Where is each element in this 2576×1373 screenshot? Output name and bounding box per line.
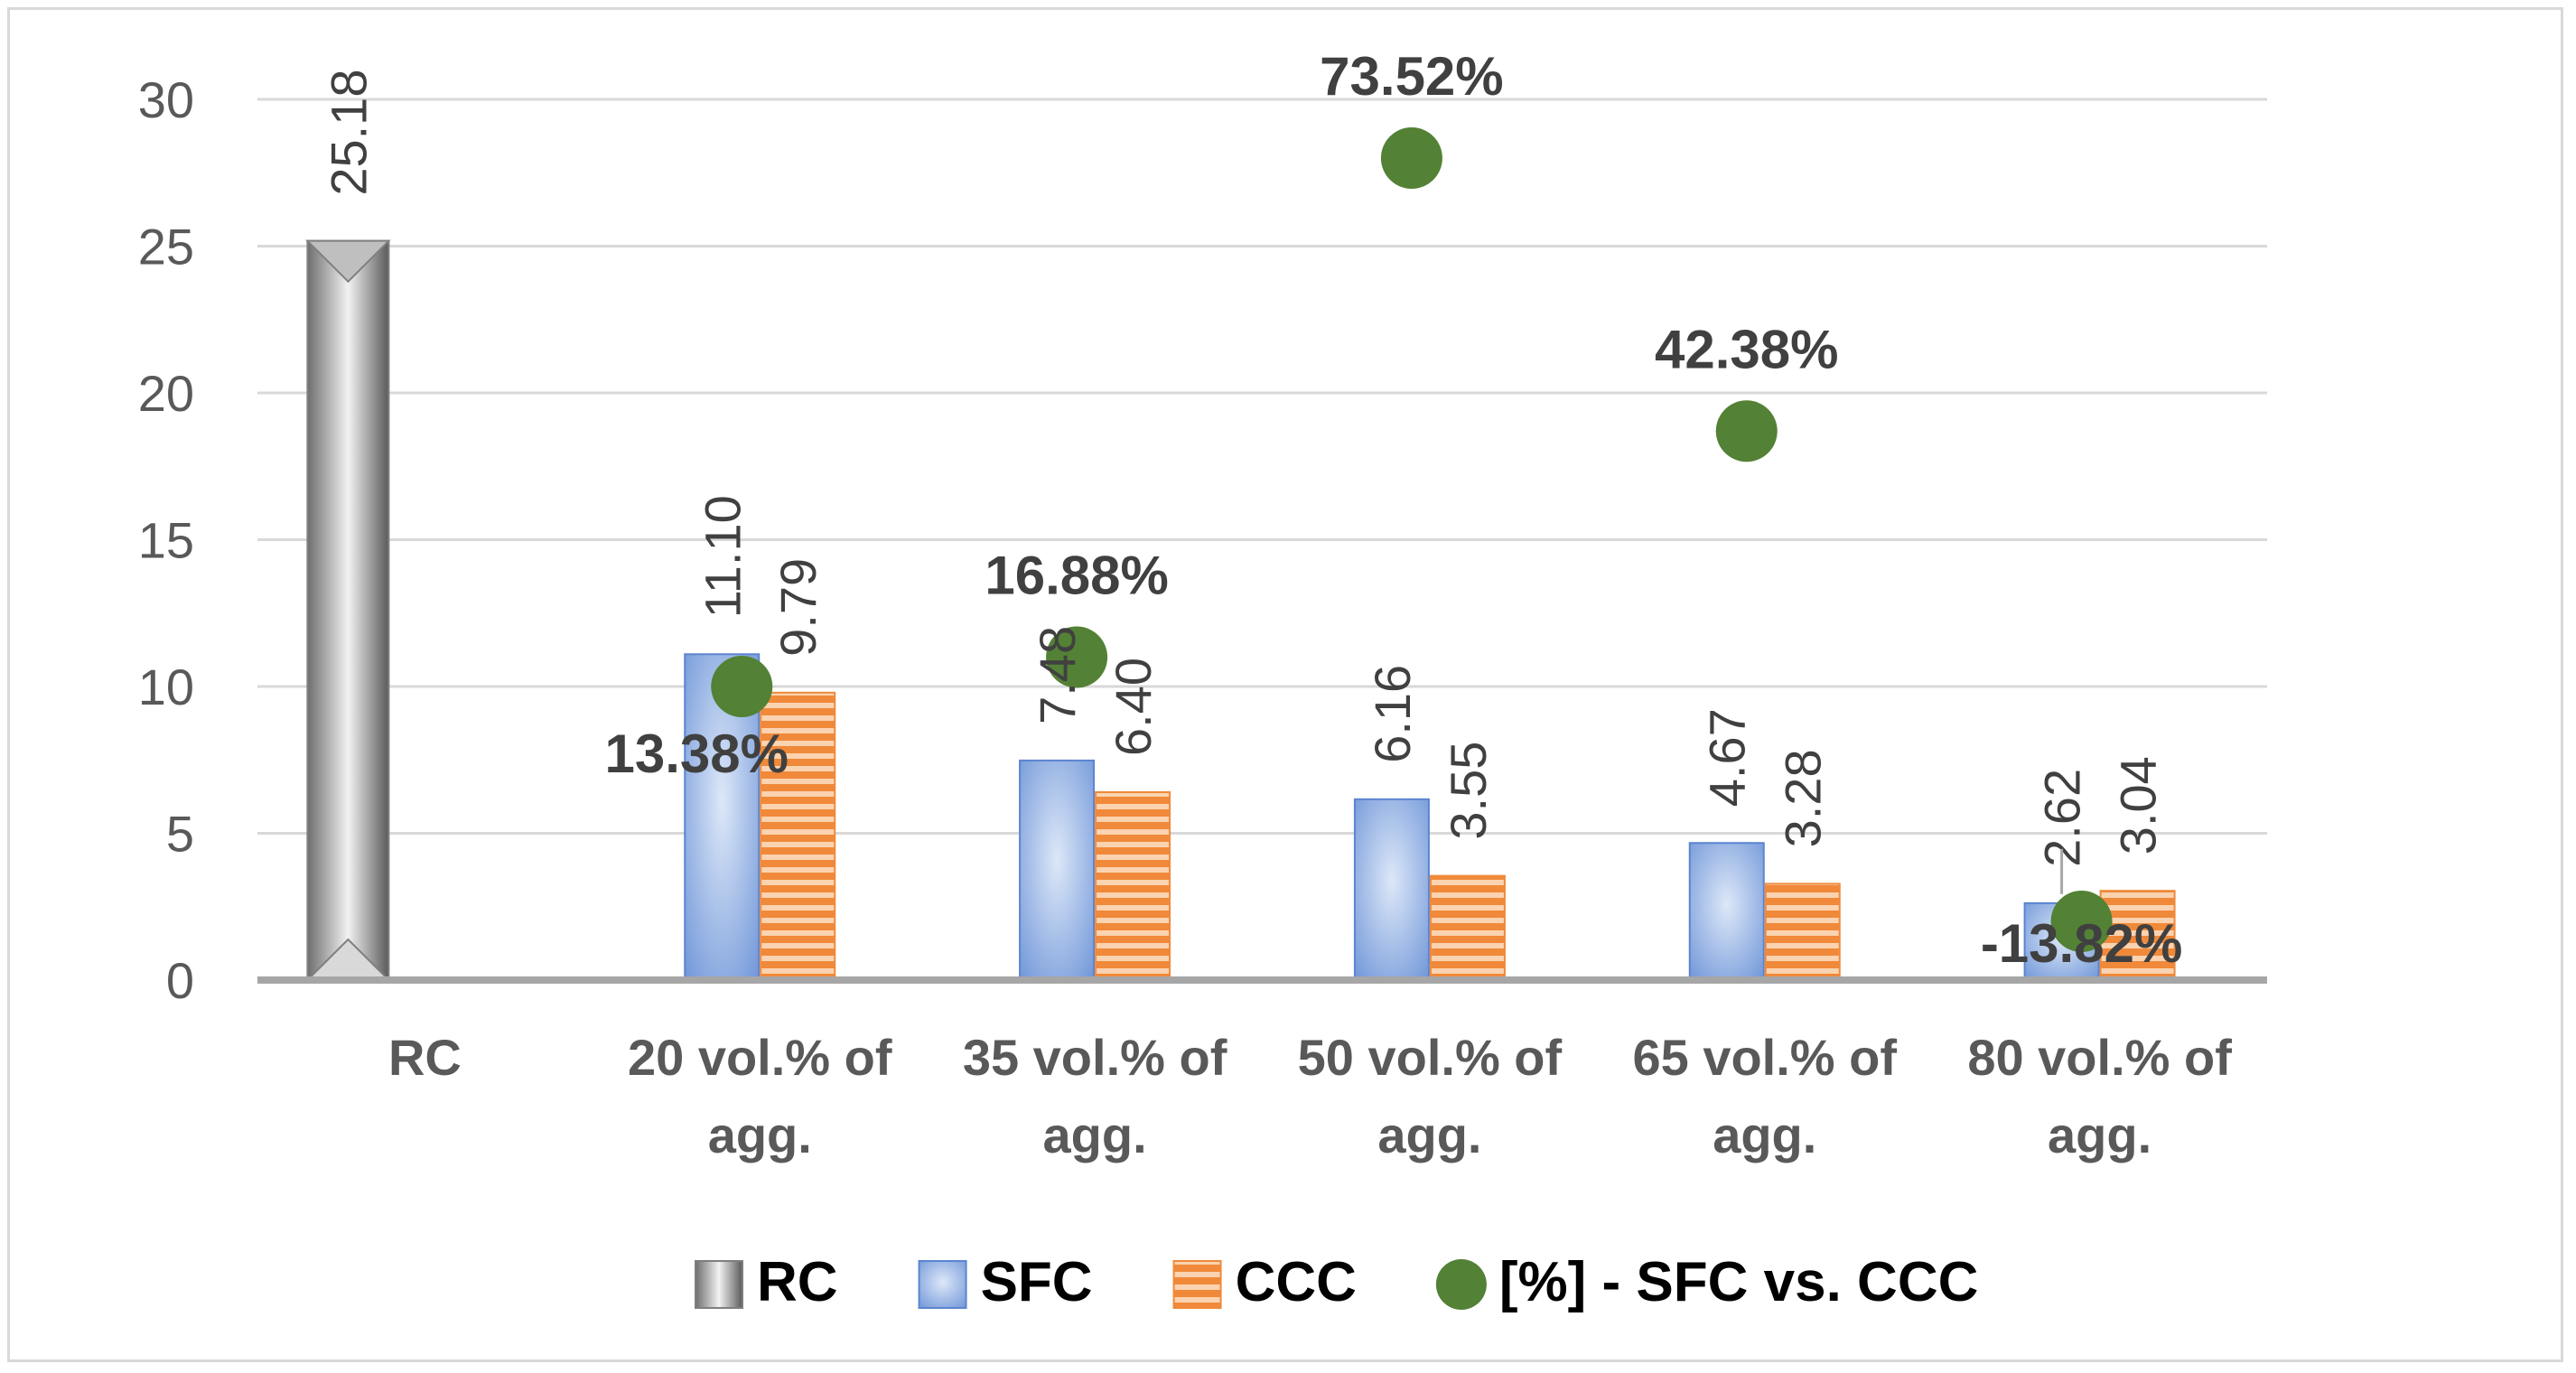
legend-label: SFC — [981, 1251, 1093, 1313]
y-tick-label: 5 — [166, 806, 194, 863]
x-category-label: 35 vol.% of agg. — [963, 1029, 1227, 1163]
ccc-value-label: 3.04 — [2110, 756, 2167, 855]
y-tick-label: 0 — [166, 952, 194, 1009]
ccc-bar — [760, 691, 836, 981]
x-category-label: 20 vol.% of agg. — [628, 1029, 892, 1163]
legend-swatch-pct — [1435, 1259, 1487, 1310]
rc-value-label: 25.18 — [320, 70, 377, 196]
pct-marker — [711, 656, 773, 717]
ccc-bar — [1095, 791, 1171, 981]
pct-label: 13.38% — [605, 724, 789, 784]
legend-label: CCC — [1236, 1251, 1357, 1313]
x-category-label: 50 vol.% of agg. — [1298, 1029, 1563, 1163]
ccc-value-label: 9.79 — [770, 558, 826, 657]
ccc-bar — [1764, 883, 1841, 982]
pct-label: -13.82% — [1981, 913, 2182, 974]
y-tick-label: 25 — [138, 219, 194, 276]
ccc-value-label: 3.55 — [1440, 742, 1497, 840]
sfc-value-label: 6.16 — [1364, 665, 1421, 763]
x-category-label: RC — [388, 1029, 462, 1086]
legend-label: RC — [757, 1251, 838, 1313]
legend-swatch-ccc — [1172, 1260, 1222, 1309]
legend-label: [%] - SFC vs. CCC — [1499, 1251, 1978, 1313]
sfc-bar — [1688, 842, 1765, 981]
sfc-value-label: 7.48 — [1029, 626, 1086, 724]
rc-bar-top — [305, 239, 391, 284]
chart-frame — [7, 7, 2563, 1362]
sfc-value-label: 11.10 — [694, 495, 751, 618]
y-tick-label: 15 — [138, 512, 194, 569]
pct-marker — [1380, 127, 1442, 189]
sfc-bar — [1019, 759, 1096, 982]
pct-marker — [2050, 891, 2113, 952]
ccc-value-label: 6.40 — [1105, 658, 1162, 756]
pct-label: 73.52% — [1320, 46, 1504, 107]
pct-label: 16.88% — [985, 546, 1169, 606]
x-category-label: 65 vol.% of agg. — [1632, 1029, 1897, 1163]
sfc-value-label: 4.67 — [1699, 708, 1756, 807]
legend-swatch-rc — [695, 1260, 743, 1309]
rc-bar — [306, 239, 390, 981]
pct-marker — [1046, 626, 1108, 688]
y-tick-label: 30 — [138, 71, 194, 128]
legend-swatch-sfc — [918, 1260, 967, 1309]
ccc-value-label: 3.28 — [1775, 749, 1832, 847]
y-tick-label: 20 — [138, 365, 194, 422]
x-category-label: 80 vol.% of agg. — [1967, 1029, 2232, 1163]
pct-label: 42.38% — [1655, 319, 1839, 379]
pct-marker — [1715, 400, 1778, 462]
ccc-bar — [1429, 874, 1506, 981]
sfc-bar — [1353, 798, 1430, 981]
y-tick-label: 10 — [138, 658, 194, 715]
